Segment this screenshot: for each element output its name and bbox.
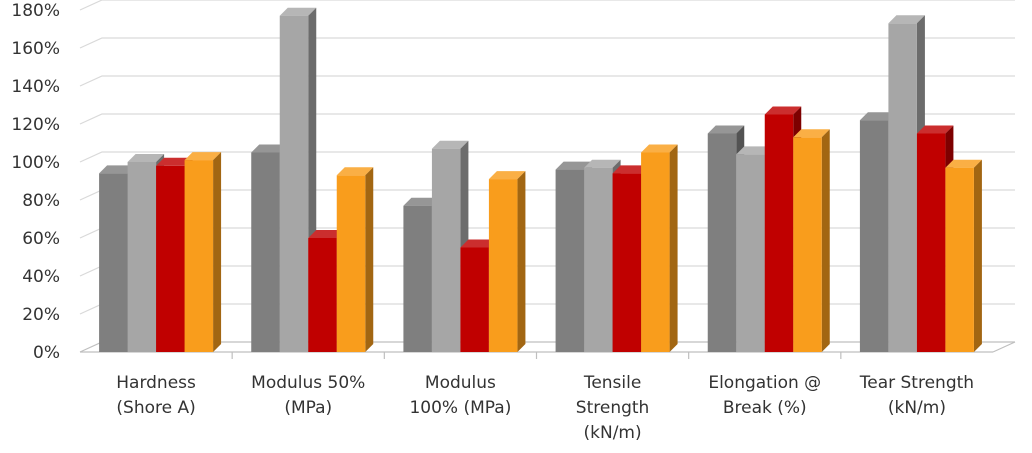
bar (945, 159, 982, 352)
y-tick-label: 180% (11, 1, 60, 21)
x-tick-label-line: Tensile (583, 373, 642, 393)
bar-front (156, 165, 185, 352)
gridline (79, 37, 1015, 49)
y-tick-label: 0% (33, 343, 60, 363)
bar-top (127, 154, 165, 162)
y-tick-label: 40% (22, 267, 60, 287)
bar-front (764, 114, 794, 352)
bar-side (517, 171, 526, 352)
y-tick-label: 60% (22, 229, 60, 249)
bar-top (736, 146, 773, 155)
bar-front (707, 133, 737, 352)
bar-front (916, 133, 946, 352)
bar-top (184, 152, 222, 161)
x-tick-label-line: Modulus 50% (251, 373, 365, 393)
y-tick-label: 140% (11, 77, 60, 97)
x-tick-label-line: 100% (MPa) (409, 398, 511, 418)
y-axis-ticks: 0% 20% 40% 60% 80% 100% 120% 140% 160% 180% (11, 1, 60, 363)
bar-top (945, 159, 982, 168)
bar-top (555, 161, 593, 170)
bar (488, 171, 526, 352)
y-tick-label: 120% (11, 115, 60, 135)
bar-top (612, 165, 650, 174)
bar-front (612, 173, 642, 352)
bar-side (365, 167, 374, 352)
bar-front (945, 167, 974, 352)
bar-front (336, 175, 366, 352)
bar-front (888, 23, 917, 353)
bar-top (793, 129, 830, 138)
y-tick-label: 20% (22, 305, 60, 325)
bar-top (859, 112, 897, 121)
bar-front (641, 152, 670, 352)
x-axis-labels: Hardness (Shore A)Modulus 50% (MPa)Modulus… (116, 373, 974, 443)
bar-front (555, 169, 585, 352)
bar (336, 167, 374, 352)
x-tick-label: Tear Strength (kN/m) (859, 373, 974, 418)
bar-side (213, 152, 222, 352)
bar-top (403, 197, 440, 206)
bar-front (308, 238, 337, 352)
bar-front (793, 137, 822, 352)
x-tick-label-line: (MPa) (284, 398, 332, 418)
bar-top (431, 140, 469, 149)
bar (641, 144, 678, 352)
x-tick-label-line: Elongation @ (708, 373, 821, 393)
x-tick-label: Modulus 50% (MPa) (251, 373, 365, 418)
bar-top (764, 106, 802, 115)
bar-front (460, 247, 489, 352)
y-tick-label: 160% (11, 39, 60, 59)
bar-top (707, 125, 745, 134)
bar-top (460, 239, 497, 248)
bar-front (736, 154, 765, 352)
x-tick-label: Modulus 100% (MPa) (409, 373, 511, 418)
bar (793, 129, 830, 352)
x-tick-label-line: (Shore A) (116, 398, 195, 418)
x-tick-label-line: Hardness (116, 373, 196, 393)
floor-edge (992, 341, 1016, 353)
x-tick-label: Elongation @ Break (%) (708, 373, 821, 418)
gridline (79, 113, 1015, 125)
bar-side (973, 159, 982, 352)
y-tick-label: 100% (11, 153, 60, 173)
bar-front (403, 205, 432, 352)
bar-top (641, 144, 678, 153)
bar-top (488, 171, 526, 180)
bar-front (99, 173, 128, 352)
bar-front (251, 152, 280, 352)
x-tick-label-line: Tear Strength (859, 373, 974, 393)
bar-front (127, 162, 157, 352)
bar-front (431, 148, 461, 352)
bar-top (584, 159, 621, 168)
gridline (79, 0, 1015, 11)
bar-top (156, 157, 193, 166)
x-tick-label-line: Strength (576, 398, 650, 418)
bar-front (488, 179, 518, 352)
gridline (79, 75, 1015, 87)
x-tick-label: Hardness (Shore A) (116, 373, 196, 418)
x-tick-label-line: Modulus (425, 373, 496, 393)
bar-front (279, 15, 309, 352)
bar-top (888, 15, 925, 24)
bar-side (821, 129, 830, 352)
x-tick-label-line: (kN/m) (888, 398, 946, 418)
bar-top (308, 230, 345, 238)
bars (99, 7, 982, 353)
bar-top (336, 167, 374, 176)
x-tick-label-line: Break (%) (723, 398, 807, 418)
bar-front (584, 167, 613, 352)
bar-side (669, 144, 678, 352)
bar-front (859, 120, 889, 352)
bar-top (251, 144, 288, 153)
y-tick-label: 80% (22, 191, 60, 211)
bar-front (184, 160, 214, 352)
bar (184, 152, 222, 352)
bar-top (916, 125, 954, 134)
x-tick-label: Tensile Strength (kN/m) (576, 373, 650, 443)
bar-top (279, 7, 317, 16)
bar-top (99, 165, 136, 174)
x-tick-label-line: (kN/m) (584, 423, 642, 443)
